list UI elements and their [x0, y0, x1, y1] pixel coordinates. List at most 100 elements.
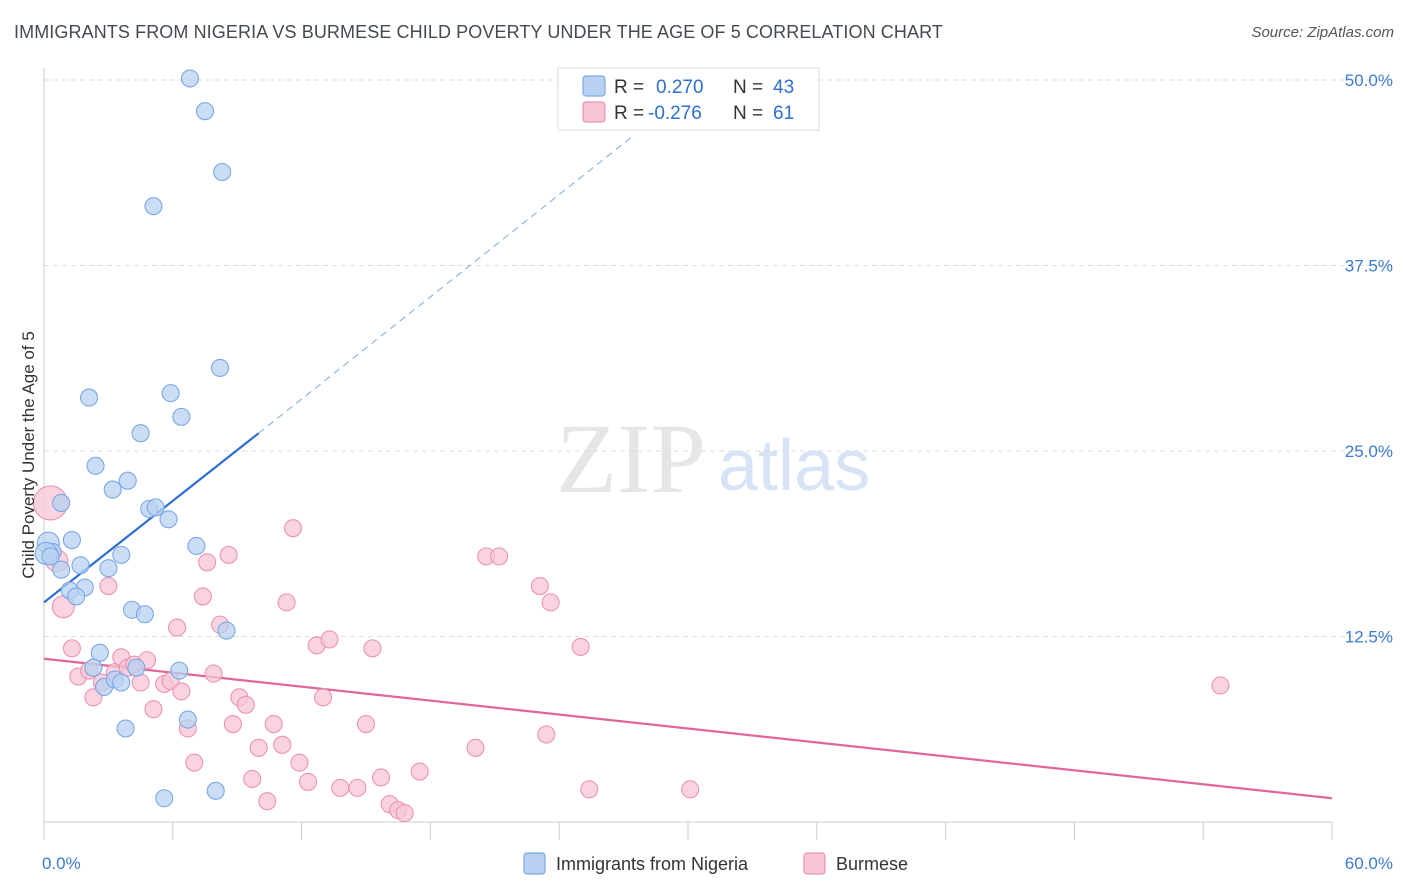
- data-point-burmese: [204, 664, 223, 683]
- data-point-nigeria: [118, 471, 137, 490]
- tick-labels: 12.5% 25.0% 37.5% 50.0% 0.0% 60.0%: [42, 71, 1393, 873]
- data-point-burmese: [198, 553, 217, 572]
- data-point-nigeria: [112, 673, 131, 692]
- legend-r-value-2: -0.276: [648, 103, 702, 124]
- trend-line-nigeria: [43, 432, 260, 604]
- data-point-burmese: [1211, 676, 1230, 695]
- data-point-burmese: [314, 688, 333, 707]
- grid-lines: [44, 79, 1392, 637]
- data-point-burmese: [410, 762, 429, 781]
- data-point-burmese: [580, 780, 599, 799]
- bottom-legend-swatch-burmese: [803, 852, 826, 875]
- x-tick-label: 0.0%: [42, 854, 81, 873]
- data-point-nigeria: [52, 493, 71, 512]
- trend-line-burmese: [43, 657, 1333, 800]
- data-point-burmese: [223, 715, 242, 734]
- legend-n-value-2: 61: [773, 103, 794, 124]
- data-points: [32, 69, 1230, 823]
- trend-line-nigeria-extension: [258, 134, 635, 434]
- data-point-nigeria: [206, 781, 225, 800]
- legend-swatch-nigeria: [582, 75, 606, 97]
- bottom-legend-label-nigeria: Immigrants from Nigeria: [556, 854, 749, 874]
- data-point-burmese: [320, 630, 339, 649]
- data-point-nigeria: [172, 407, 191, 426]
- legend-r-value-1: 0.270: [656, 77, 704, 98]
- legend-n-label-2: N =: [733, 103, 763, 124]
- data-point-burmese: [62, 639, 81, 658]
- data-point-nigeria: [144, 197, 163, 216]
- legend-swatch-burmese: [582, 101, 606, 123]
- bottom-legend-label-burmese: Burmese: [836, 854, 908, 874]
- x-tick-label: 60.0%: [1345, 854, 1393, 873]
- data-point-burmese: [273, 735, 292, 754]
- data-point-burmese: [144, 700, 163, 719]
- data-point-burmese: [185, 753, 204, 772]
- data-point-nigeria: [86, 456, 105, 475]
- axes: [43, 68, 1333, 840]
- chart-title: IMMIGRANTS FROM NIGERIA VS BURMESE CHILD…: [14, 22, 943, 42]
- data-point-burmese: [172, 682, 191, 701]
- data-point-burmese: [348, 778, 367, 797]
- y-tick-label: 25.0%: [1345, 442, 1393, 461]
- data-point-nigeria: [67, 587, 86, 606]
- stats-legend: R = 0.270 N = 43 R = -0.276 N = 61: [557, 67, 820, 131]
- data-point-nigeria: [159, 510, 178, 529]
- data-point-burmese: [537, 725, 556, 744]
- data-point-burmese: [264, 715, 283, 734]
- data-point-burmese: [243, 769, 262, 789]
- chart-source: Source: ZipAtlas.com: [1251, 24, 1394, 41]
- data-point-burmese: [99, 576, 118, 596]
- data-point-burmese: [395, 804, 414, 823]
- data-point-burmese: [249, 738, 268, 757]
- data-point-nigeria: [217, 621, 236, 640]
- data-point-burmese: [371, 768, 391, 787]
- bottom-legend-swatch-nigeria: [523, 852, 546, 875]
- data-point-nigeria: [187, 536, 206, 556]
- data-point-nigeria: [131, 424, 150, 443]
- data-point-nigeria: [180, 69, 200, 88]
- data-point-burmese: [363, 639, 382, 658]
- y-tick-label: 37.5%: [1345, 257, 1393, 276]
- data-point-burmese: [530, 576, 549, 596]
- watermark-zip: ZIP: [556, 403, 706, 514]
- y-tick-label: 50.0%: [1345, 71, 1393, 90]
- data-point-nigeria: [127, 658, 146, 677]
- data-point-nigeria: [80, 388, 99, 407]
- data-point-nigeria: [116, 719, 135, 738]
- data-point-nigeria: [195, 102, 215, 121]
- data-point-burmese: [356, 715, 376, 734]
- data-point-burmese: [571, 637, 590, 656]
- data-point-burmese: [236, 695, 255, 714]
- data-point-burmese: [331, 778, 350, 797]
- legend-r-label-2: R =: [614, 103, 644, 124]
- data-point-burmese: [258, 792, 277, 811]
- data-point-burmese: [490, 547, 509, 566]
- data-point-burmese: [298, 772, 318, 791]
- data-point-nigeria: [161, 384, 180, 403]
- data-point-nigeria: [112, 545, 131, 564]
- data-point-burmese: [193, 587, 212, 606]
- data-point-nigeria: [52, 560, 71, 579]
- y-tick-label: 12.5%: [1345, 628, 1393, 647]
- data-point-nigeria: [62, 530, 81, 550]
- data-point-nigeria: [170, 661, 189, 680]
- data-point-nigeria: [99, 559, 118, 578]
- data-point-nigeria: [84, 658, 103, 677]
- data-point-burmese: [466, 738, 485, 757]
- data-point-burmese: [290, 753, 309, 772]
- legend-n-value-1: 43: [773, 77, 794, 98]
- data-point-nigeria: [178, 710, 197, 729]
- data-point-burmese: [277, 593, 296, 612]
- data-point-burmese: [283, 519, 303, 538]
- data-point-nigeria: [155, 789, 174, 808]
- data-point-burmese: [681, 780, 700, 799]
- data-point-nigeria: [71, 556, 90, 575]
- legend-r-label-1: R =: [614, 77, 644, 98]
- data-point-nigeria: [146, 498, 165, 517]
- data-point-nigeria: [135, 605, 154, 624]
- watermark-atlas: atlas: [718, 426, 870, 506]
- data-point-burmese: [168, 618, 187, 637]
- data-point-nigeria: [41, 547, 60, 566]
- y-axis-label: Child Poverty Under the Age of 5: [19, 331, 38, 579]
